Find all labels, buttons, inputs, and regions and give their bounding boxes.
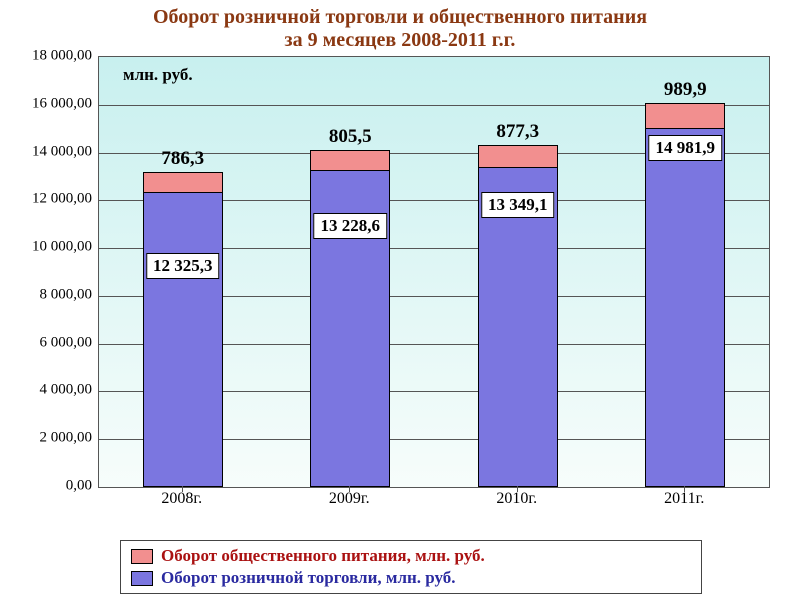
bar [645, 105, 725, 487]
units-label: млн. руб. [123, 65, 193, 85]
y-tick-label: 0,00 [14, 478, 92, 495]
bar-segment-retail [645, 127, 725, 487]
bar-segment-catering [645, 103, 725, 129]
x-tick-label: 2011г. [664, 490, 704, 508]
chart-area: млн. руб. 12 325,3 786,3 13 228,6 805,5 13 3… [16, 56, 784, 526]
bar-segment-catering [143, 172, 223, 193]
legend-swatch [131, 549, 153, 564]
catering-value-label: 989,9 [664, 79, 707, 101]
bar [143, 174, 223, 487]
legend-swatch [131, 571, 153, 586]
title-line1: Оборот розничной торговли и общественног… [153, 6, 647, 28]
y-tick-label: 16 000,00 [14, 95, 92, 112]
legend-row: Оборот розничной торговли, млн. руб. [131, 567, 691, 589]
retail-value-box: 14 981,9 [649, 135, 723, 161]
x-tick-label: 2008г. [161, 490, 202, 508]
legend: Оборот общественного питания, млн. руб.О… [120, 540, 702, 594]
x-tick-label: 2009г. [329, 490, 370, 508]
y-tick-label: 8 000,00 [14, 286, 92, 303]
y-tick-label: 10 000,00 [14, 239, 92, 256]
legend-label: Оборот общественного питания, млн. руб. [161, 546, 485, 566]
retail-value-box: 12 325,3 [146, 253, 220, 279]
bar-segment-retail [143, 191, 223, 487]
y-tick-label: 4 000,00 [14, 382, 92, 399]
bar-segment-catering [310, 150, 390, 171]
y-tick-label: 18 000,00 [14, 48, 92, 65]
bar [310, 152, 390, 487]
catering-value-label: 805,5 [329, 126, 372, 148]
plot-area: млн. руб. 12 325,3 786,3 13 228,6 805,5 13 3… [98, 56, 770, 488]
y-tick-label: 6 000,00 [14, 334, 92, 351]
catering-value-label: 877,3 [496, 121, 539, 143]
legend-row: Оборот общественного питания, млн. руб. [131, 545, 691, 567]
retail-value-box: 13 228,6 [314, 213, 388, 239]
retail-value-box: 13 349,1 [481, 192, 555, 218]
y-tick-label: 14 000,00 [14, 143, 92, 160]
y-tick-label: 12 000,00 [14, 191, 92, 208]
x-tick-label: 2010г. [496, 490, 537, 508]
legend-label: Оборот розничной торговли, млн. руб. [161, 568, 456, 588]
title-line2: за 9 месяцев 2008-2011 г.г. [285, 29, 516, 51]
catering-value-label: 786,3 [161, 148, 204, 170]
chart-title: Оборот розничной торговли и общественног… [0, 0, 800, 52]
bar-segment-catering [478, 145, 558, 168]
y-tick-label: 2 000,00 [14, 430, 92, 447]
